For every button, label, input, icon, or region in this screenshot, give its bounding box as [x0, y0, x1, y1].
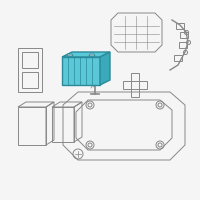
Polygon shape — [89, 54, 95, 56]
Bar — [179, 42, 187, 48]
Polygon shape — [62, 52, 110, 57]
Bar — [180, 32, 188, 38]
Polygon shape — [62, 57, 100, 85]
Bar — [123, 81, 147, 89]
Bar — [174, 55, 182, 61]
Polygon shape — [100, 52, 110, 85]
Polygon shape — [67, 54, 73, 56]
Bar — [176, 23, 184, 29]
Bar — [131, 73, 139, 97]
